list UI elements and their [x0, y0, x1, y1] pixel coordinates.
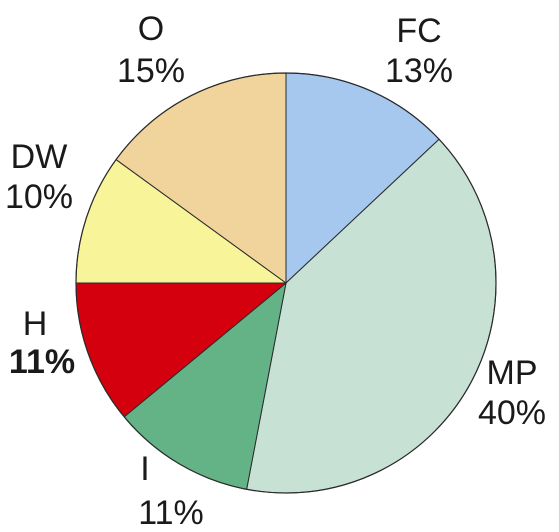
slice-label-mp: MP	[487, 354, 538, 392]
slice-label-h: H	[23, 305, 48, 343]
slice-label-i: I	[140, 450, 149, 488]
slice-pct-o: 15%	[117, 52, 185, 90]
slice-pct-i: 11%	[138, 494, 204, 532]
slice-pct-fc: 13%	[385, 52, 453, 90]
slice-pct-dw: 10%	[5, 178, 73, 216]
slice-label-o: O	[138, 10, 164, 48]
slice-label-dw: DW	[11, 138, 68, 176]
slice-pct-h: 11%	[9, 343, 75, 381]
slice-label-fc: FC	[396, 12, 441, 50]
pie-outline	[75, 72, 497, 494]
slice-pct-mp: 40%	[478, 394, 546, 432]
pie-slices	[75, 72, 497, 494]
pie-labels: FC 13% MP 40% I 11% H 11% DW 10% O 15%	[5, 10, 546, 532]
